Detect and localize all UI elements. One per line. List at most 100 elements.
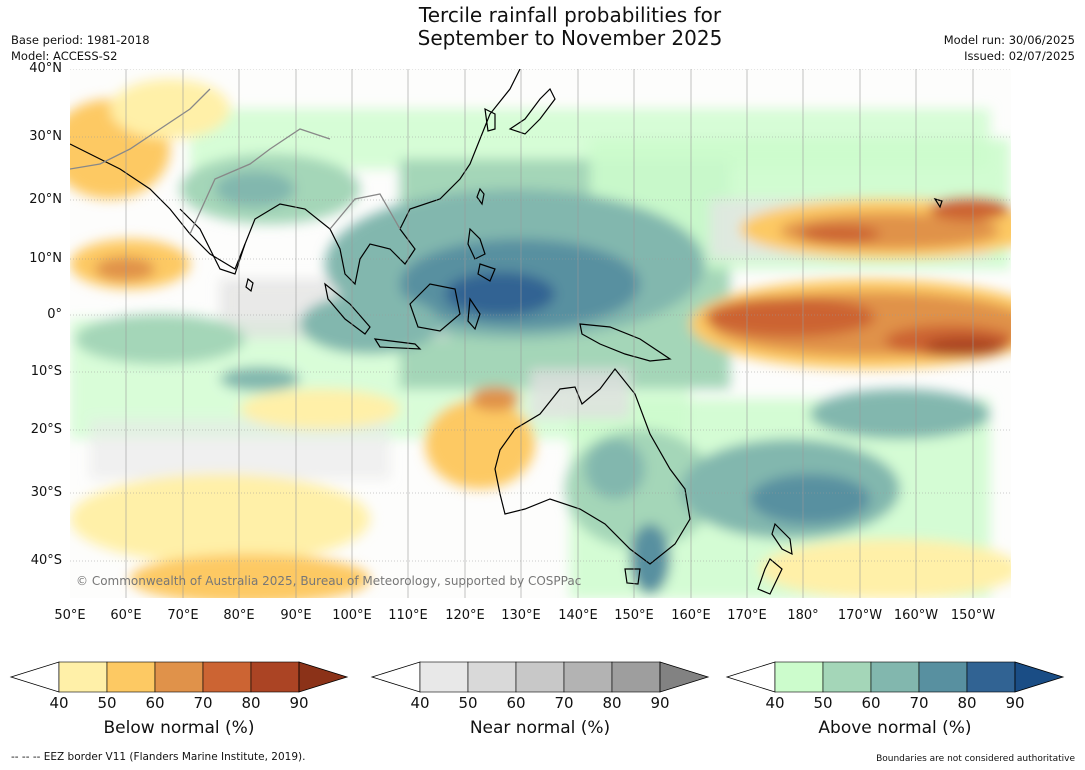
cb-tick: 80 (957, 694, 977, 712)
colorbar-segment (58, 661, 108, 693)
meta-left: Base period: 1981-2018 Model: ACCESS-S2 (11, 32, 150, 64)
title-line-1: Tercile rainfall probabilities for (418, 3, 722, 27)
colorbar-segment (966, 661, 1016, 693)
lon-label: 160°E (671, 608, 711, 623)
colorbar-max-triangle (1014, 661, 1065, 693)
sri-lanka-outline (245, 277, 254, 293)
cb-tick: 40 (410, 694, 430, 712)
probability-fields (70, 79, 1011, 598)
lat-label-40s: 40°S (30, 553, 62, 568)
lat-label-equator: 0° (47, 307, 62, 322)
lon-label: 170°E (727, 608, 767, 623)
chart-title: Tercile rainfall probabilities for Septe… (0, 4, 1085, 50)
lon-label: 130°E (501, 608, 541, 623)
lon-label: 80°E (223, 608, 255, 623)
colorbar-segment (774, 661, 824, 693)
lon-label: 150°W (950, 608, 996, 623)
colorbars-svg (9, 661, 1065, 693)
political-borders (70, 88, 401, 235)
title-line-2: September to November 2025 (417, 26, 723, 50)
colorbar-segment (918, 661, 968, 693)
korea-outline (484, 107, 496, 132)
lat-label-20n: 20°N (29, 192, 62, 207)
cb-tick: 90 (1005, 694, 1025, 712)
colorbar-segment (563, 661, 613, 693)
colorbar-segment (154, 661, 204, 693)
base-period: Base period: 1981-2018 (11, 33, 150, 47)
cb-tick: 50 (97, 694, 117, 712)
lon-label: 150°E (614, 608, 654, 623)
cb-tick: 50 (458, 694, 478, 712)
lat-label-10n: 10°N (29, 251, 62, 266)
colorbar-label-below: Below normal (%) (103, 718, 255, 738)
colorbar-min-triangle (370, 661, 421, 693)
colorbar-min-triangle (725, 661, 776, 693)
lon-label: 100°E (332, 608, 372, 623)
lon-label: 140°E (558, 608, 598, 623)
colorbar-near-normal (370, 661, 710, 693)
lon-label: 70°E (167, 608, 199, 623)
colorbar-segment (870, 661, 920, 693)
coastlines (70, 69, 943, 595)
cb-tick: 70 (554, 694, 574, 712)
sulawesi-outline (467, 297, 481, 331)
issued-date: Issued: 02/07/2025 (964, 49, 1075, 63)
lat-label-30s: 30°S (30, 485, 62, 500)
new-guinea-outline (579, 323, 672, 362)
colorbar-label-above: Above normal (%) (818, 718, 972, 738)
cb-tick: 80 (602, 694, 622, 712)
new-zealand-outline (757, 522, 793, 595)
meridians (125, 69, 974, 598)
colorbar-segment (419, 661, 469, 693)
lat-label-40n: 40°N (29, 61, 62, 76)
cb-tick: 90 (289, 694, 309, 712)
cb-tick: 60 (861, 694, 881, 712)
meta-right: Model run: 30/06/2025 Issued: 02/07/2025 (944, 32, 1075, 64)
map-svg (70, 69, 1011, 598)
lon-label: 110°E (388, 608, 428, 623)
colorbar-segment (822, 661, 872, 693)
model-name: Model: ACCESS-S2 (11, 49, 118, 63)
lat-label-30n: 30°N (29, 129, 62, 144)
lon-label: 120°E (445, 608, 485, 623)
colorbar-segment (515, 661, 565, 693)
cb-tick: 60 (145, 694, 165, 712)
model-run: Model run: 30/06/2025 (943, 33, 1075, 47)
colorbar-segment (467, 661, 517, 693)
philippines-outline (467, 227, 496, 282)
hawaii-outline (933, 197, 943, 209)
lon-label: 50°E (54, 608, 86, 623)
cb-tick: 40 (765, 694, 785, 712)
java-outline (373, 338, 422, 350)
colorbar-max-triangle (298, 661, 349, 693)
india-outline (179, 208, 246, 275)
colorbar-segment (250, 661, 300, 693)
lat-label-10s: 10°S (30, 364, 62, 379)
taiwan-outline (476, 187, 485, 206)
colorbar-max-triangle (659, 661, 710, 693)
tasmania-outline (624, 568, 641, 585)
lon-label: 180° (787, 608, 819, 623)
probability-map: © Commonwealth of Australia 2025, Bureau… (70, 69, 1011, 598)
colorbar-label-near: Near normal (%) (469, 718, 611, 738)
lon-label: 160°W (893, 608, 939, 623)
cb-tick: 70 (909, 694, 929, 712)
cb-tick: 40 (49, 694, 69, 712)
colorbar-above-normal (725, 661, 1065, 693)
lon-label: 90°E (280, 608, 312, 623)
eez-note: -- -- -- EEZ border V11 (Flanders Marine… (11, 751, 306, 763)
lat-label-20s: 20°S (30, 422, 62, 437)
japan-outline (508, 87, 556, 135)
lon-label: 170°W (837, 608, 883, 623)
colorbar-below-normal (9, 661, 349, 693)
boundary-note: Boundaries are not considered authoritat… (876, 754, 1075, 764)
cb-tick: 80 (241, 694, 261, 712)
cb-tick: 50 (813, 694, 833, 712)
lon-label: 60°E (110, 608, 142, 623)
sumatra-outline (324, 282, 371, 335)
graticule (70, 69, 1011, 562)
copyright-notice: © Commonwealth of Australia 2025, Bureau… (76, 574, 582, 588)
asia-mainland-outline (70, 69, 521, 286)
colorbar-min-triangle (9, 661, 60, 693)
colorbar-segment (106, 661, 156, 693)
